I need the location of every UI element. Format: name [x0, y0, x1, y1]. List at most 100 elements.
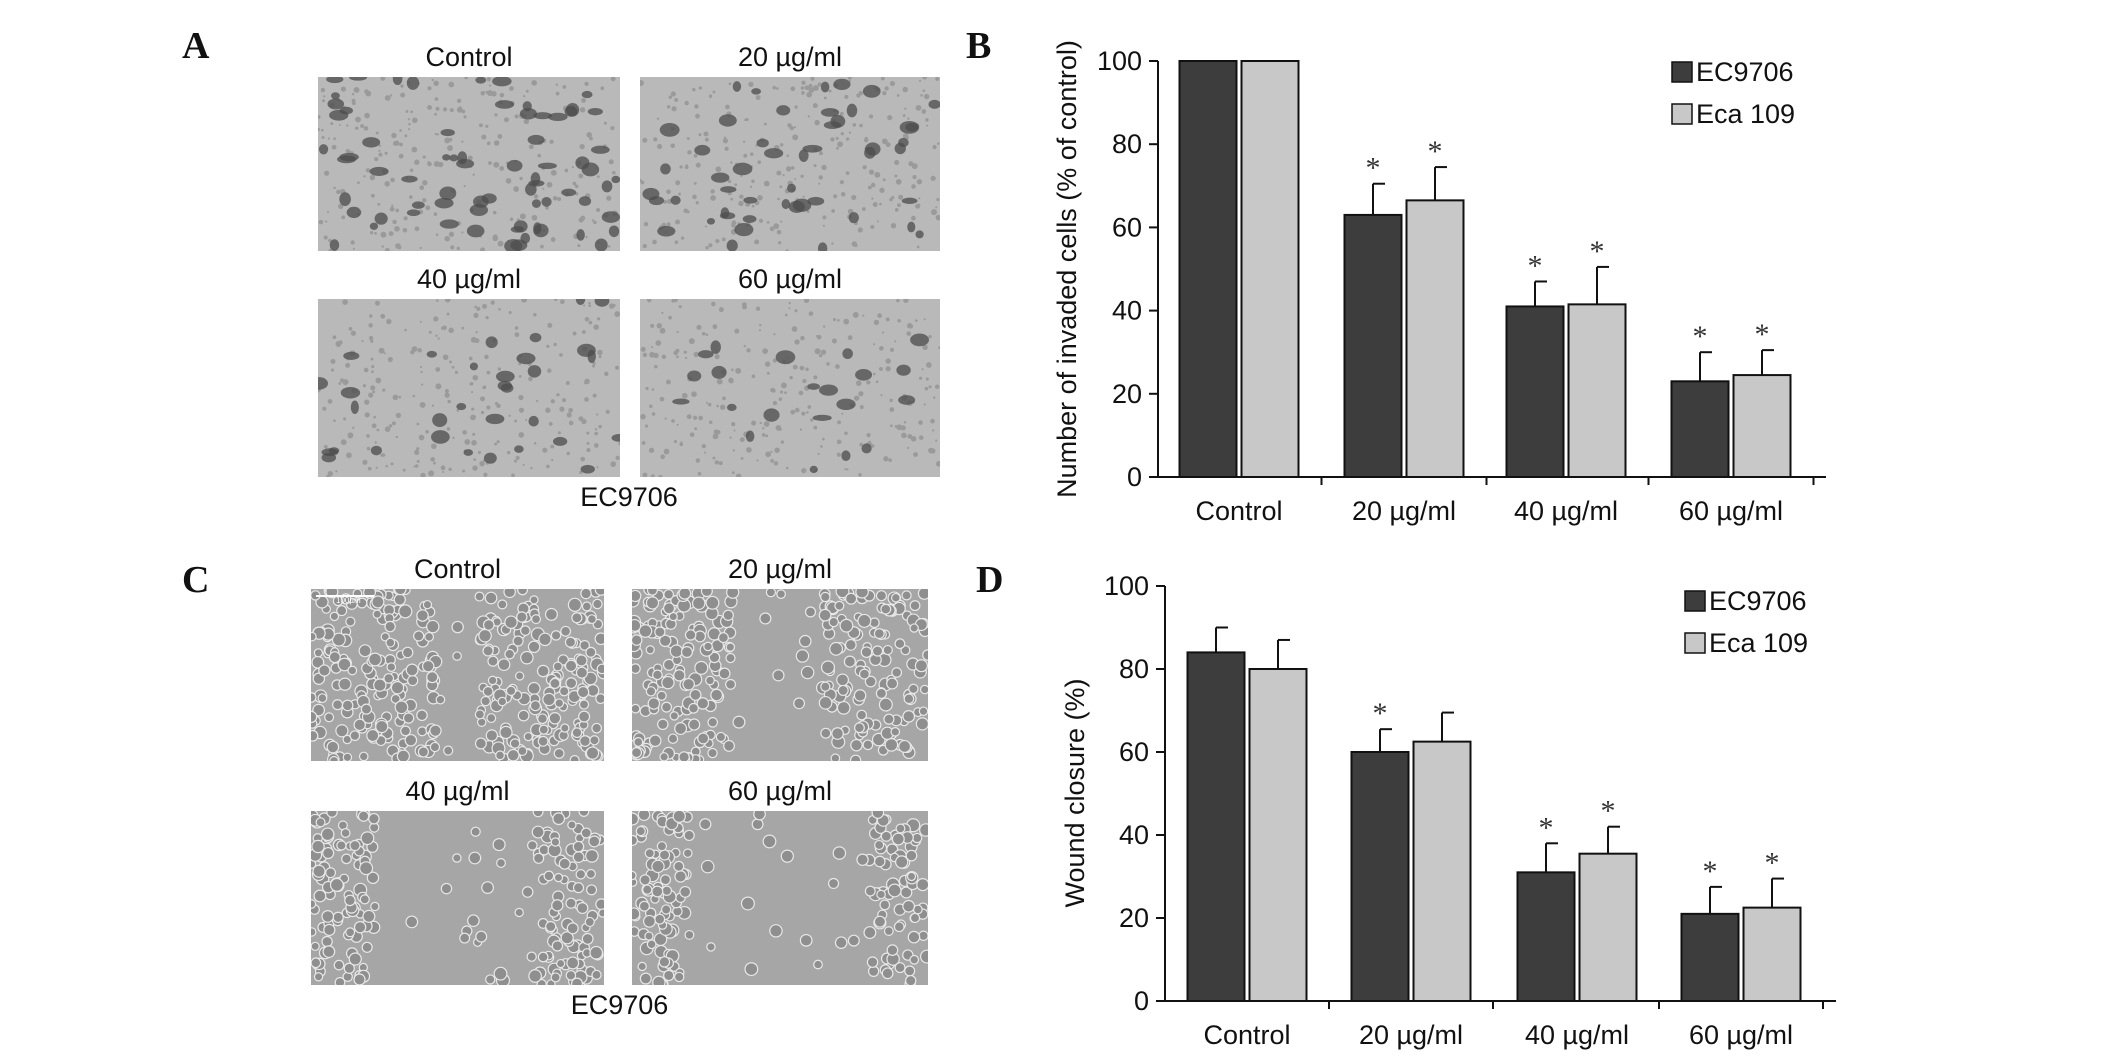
membrane-pore — [852, 311, 859, 318]
membrane-pore — [580, 456, 586, 462]
migrating-cell — [536, 664, 550, 678]
migrating-cell — [401, 646, 414, 659]
migrating-cell — [855, 589, 869, 599]
membrane-pore — [331, 144, 337, 150]
membrane-pore — [363, 126, 369, 131]
membrane-pore — [923, 93, 930, 100]
membrane-pore — [879, 366, 883, 371]
membrane-pore — [324, 170, 330, 176]
membrane-pore — [743, 153, 748, 158]
invaded-cell — [855, 369, 873, 381]
membrane-pore — [799, 365, 805, 371]
migrating-cell — [776, 589, 786, 600]
migrating-cell — [589, 735, 600, 746]
membrane-pore — [366, 434, 370, 438]
membrane-pore — [935, 214, 940, 221]
membrane-pore — [473, 458, 477, 462]
membrane-pore — [435, 334, 438, 337]
migrating-cell — [575, 666, 589, 679]
membrane-pore — [322, 406, 327, 411]
membrane-pore — [608, 159, 614, 165]
invaded-cell — [732, 81, 742, 92]
migrating-cell — [504, 648, 515, 660]
migrating-cell — [834, 600, 845, 611]
membrane-pore — [472, 374, 479, 381]
membrane-pore — [352, 426, 355, 429]
migrating-cell — [359, 894, 370, 905]
membrane-pore — [434, 112, 437, 116]
membrane-pore — [408, 128, 411, 131]
migrating-cell — [553, 747, 565, 759]
migrating-cell — [585, 849, 599, 863]
membrane-pore — [763, 180, 770, 187]
membrane-pore — [375, 377, 382, 384]
membrane-pore — [772, 400, 778, 406]
membrane-pore — [368, 392, 374, 398]
membrane-pore — [794, 407, 800, 413]
invaded-cell — [812, 414, 832, 421]
invaded-cell — [846, 103, 858, 118]
membrane-pore — [863, 137, 869, 143]
migrating-cell — [542, 692, 556, 707]
panel-c-micrograph-40 — [311, 811, 604, 985]
membrane-pore — [798, 390, 804, 396]
membrane-pore — [578, 173, 584, 179]
membrane-pore — [681, 392, 688, 399]
migrating-cell — [426, 619, 440, 634]
membrane-pore — [339, 378, 344, 383]
migrating-cell — [349, 839, 361, 852]
membrane-pore — [874, 171, 881, 178]
membrane-pore — [320, 128, 324, 132]
membrane-pore — [868, 440, 871, 443]
membrane-pore — [380, 231, 387, 238]
membrane-pore — [399, 129, 402, 132]
membrane-pore — [679, 442, 684, 447]
membrane-pore — [676, 355, 679, 359]
membrane-pore — [487, 90, 493, 97]
invaded-cell — [329, 109, 349, 121]
migrating-cell — [684, 929, 695, 940]
membrane-pore — [450, 245, 455, 250]
invaded-cell — [337, 155, 357, 164]
membrane-pore — [486, 77, 491, 82]
invaded-cell — [510, 226, 524, 233]
migrating-cell — [443, 745, 454, 756]
membrane-pore — [725, 104, 730, 110]
migrating-cell — [684, 629, 697, 641]
membrane-pore — [902, 133, 909, 139]
membrane-pore — [514, 419, 518, 423]
bar-ec9706 — [1178, 60, 1238, 478]
membrane-pore — [335, 470, 338, 473]
membrane-pore — [363, 175, 366, 178]
membrane-pore — [480, 410, 485, 415]
membrane-pore — [328, 248, 332, 251]
invaded-cell — [711, 365, 727, 379]
membrane-pore — [509, 86, 514, 91]
membrane-pore — [612, 170, 616, 175]
membrane-pore — [918, 435, 924, 440]
invaded-cell — [734, 223, 754, 237]
membrane-pore — [664, 417, 667, 420]
membrane-pore — [731, 368, 734, 372]
migrating-cell — [638, 900, 650, 912]
migrating-cell — [669, 711, 680, 721]
membrane-pore — [556, 393, 560, 397]
membrane-pore — [907, 117, 910, 120]
membrane-pore — [341, 215, 346, 220]
membrane-pore — [885, 366, 891, 372]
membrane-pore — [343, 417, 347, 421]
membrane-pore — [743, 344, 746, 348]
membrane-pore — [782, 174, 785, 177]
migrating-cell — [662, 602, 676, 615]
membrane-pore — [847, 77, 852, 80]
membrane-pore — [461, 231, 464, 234]
membrane-pore — [701, 444, 706, 449]
membrane-pore — [930, 209, 937, 216]
membrane-pore — [427, 86, 432, 91]
membrane-pore — [642, 243, 647, 249]
membrane-pore — [550, 237, 556, 243]
membrane-pore — [841, 412, 844, 415]
membrane-pore — [813, 164, 817, 168]
membrane-pore — [318, 127, 320, 132]
membrane-pore — [513, 186, 519, 192]
